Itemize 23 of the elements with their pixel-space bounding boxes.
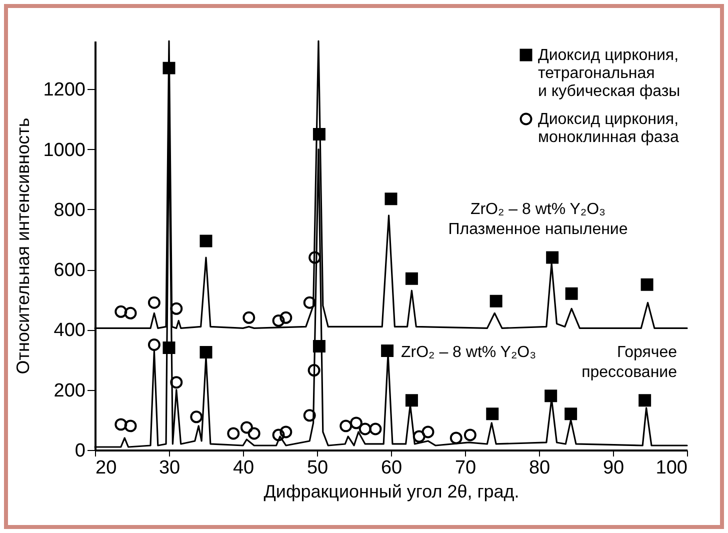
x-axis-title: Дифракционный угол 2θ, град. [264,482,520,502]
x-tick-label: 70 [454,458,476,478]
x-tick-label: 30 [158,458,180,478]
legend-label: Диоксид циркония, тетрагональная и кубическая фазы [538,47,680,100]
annotation: ZrO₂ – 8 wt% Y₂O₃ [401,344,536,361]
annotation: Горячее прессование [582,344,678,381]
x-tick-label: 100 [656,458,688,478]
x-tick-label: 40 [232,458,254,478]
y-tick-label: 200 [54,380,86,402]
y-tick-label: 1200 [43,80,86,101]
x-tick-label: 60 [380,458,402,478]
y-tick-label: 1000 [43,140,86,161]
y-tick-label: 800 [54,200,86,221]
y-tick-label: 0 [74,440,86,462]
annotation: ZrO₂ – 8 wt% Y₂O₃ Плазменное напыление [448,201,628,238]
y-axis-title: Относительная интенсивность [13,118,34,374]
x-tick-label: 50 [306,458,328,478]
x-tick-label: 80 [528,458,550,478]
x-tick-label: 90 [602,458,624,478]
y-tick-label: 600 [54,260,86,282]
x-tick-label: 20 [96,458,117,478]
y-tick-label: 400 [54,320,86,342]
legend-label: Диоксид циркония, моноклинная фаза [538,111,679,146]
